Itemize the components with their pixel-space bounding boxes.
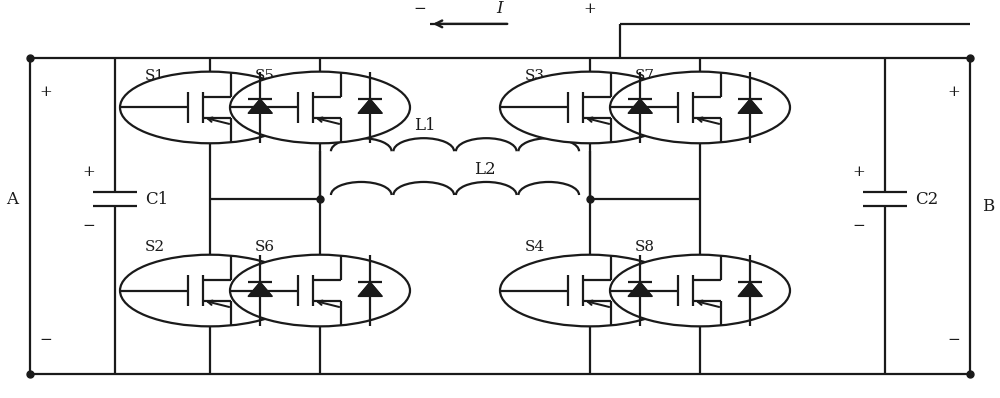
Text: S8: S8: [635, 240, 655, 254]
Polygon shape: [248, 99, 272, 113]
Text: C1: C1: [145, 191, 169, 207]
Text: +: +: [948, 84, 960, 99]
Text: S1: S1: [145, 68, 165, 83]
Polygon shape: [358, 99, 382, 113]
Circle shape: [500, 72, 680, 143]
Circle shape: [230, 255, 410, 326]
Text: −: −: [83, 219, 95, 233]
Text: L1: L1: [414, 117, 436, 134]
Text: S6: S6: [255, 240, 275, 254]
Polygon shape: [628, 99, 652, 113]
Text: B: B: [982, 199, 994, 215]
Text: S4: S4: [525, 240, 545, 254]
Polygon shape: [628, 282, 652, 296]
Polygon shape: [248, 282, 272, 296]
Text: −: −: [853, 219, 865, 233]
Circle shape: [120, 255, 300, 326]
Text: S3: S3: [525, 68, 545, 83]
Text: +: +: [83, 165, 95, 179]
Text: +: +: [853, 165, 865, 179]
Text: −: −: [40, 333, 52, 347]
Text: −: −: [414, 2, 426, 16]
Text: L2: L2: [474, 161, 496, 178]
Text: +: +: [40, 84, 52, 99]
Text: C2: C2: [915, 191, 939, 207]
Circle shape: [120, 72, 300, 143]
Text: S7: S7: [635, 68, 655, 83]
Text: S2: S2: [145, 240, 165, 254]
Polygon shape: [738, 99, 762, 113]
Text: A: A: [6, 191, 18, 207]
Polygon shape: [738, 282, 762, 296]
Circle shape: [500, 255, 680, 326]
Text: +: +: [584, 2, 596, 16]
Text: −: −: [948, 333, 960, 347]
Circle shape: [610, 72, 790, 143]
Circle shape: [610, 255, 790, 326]
Polygon shape: [358, 282, 382, 296]
Text: S5: S5: [255, 68, 275, 83]
Circle shape: [230, 72, 410, 143]
Text: I: I: [497, 0, 503, 17]
